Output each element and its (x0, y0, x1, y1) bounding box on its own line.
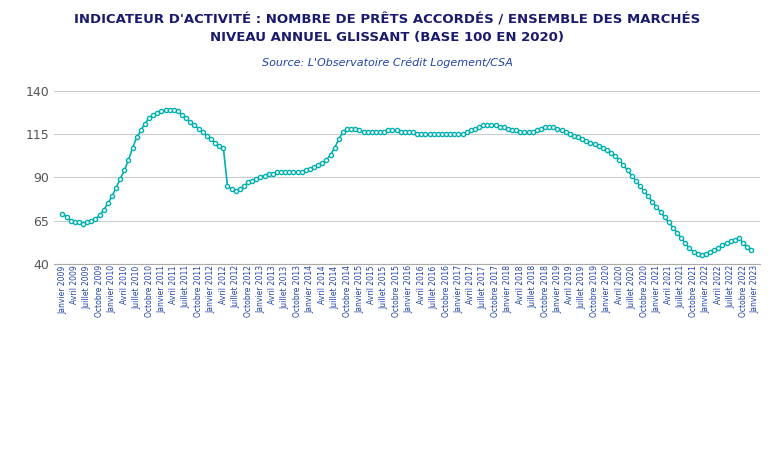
Text: Source: L'Observatoire Crédit Logement/CSA: Source: L'Observatoire Crédit Logement/C… (262, 58, 513, 68)
Text: INDICATEUR D'ACTIVITÉ : NOMBRE DE PRÊTS ACCORDÉS / ENSEMBLE DES MARCHÉS
NIVEAU A: INDICATEUR D'ACTIVITÉ : NOMBRE DE PRÊTS … (74, 14, 701, 44)
